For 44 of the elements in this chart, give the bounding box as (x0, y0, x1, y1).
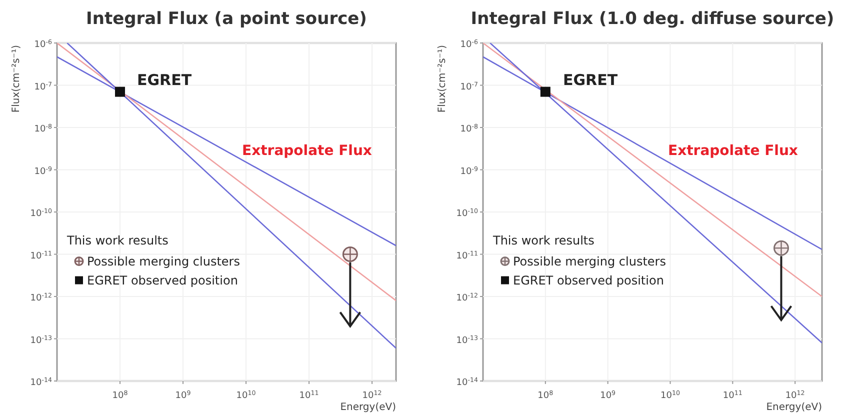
y-tick-label: 10$^{-10}$ (30, 208, 52, 219)
x-tick-label: 10$^{10}$ (660, 390, 680, 401)
y-tick-label: 10$^{-12}$ (456, 292, 478, 304)
x-tick-label: 10$^{10}$ (236, 390, 256, 401)
y-tick-label: 10$^{-7}$ (460, 80, 478, 92)
legend-title: This work results (66, 233, 168, 248)
legend-label: EGRET observed position (513, 273, 664, 288)
annotation: EGRET (137, 71, 192, 89)
y-tick-label: 10$^{-9}$ (34, 165, 52, 177)
y-tick-label: 10$^{-11}$ (30, 250, 52, 262)
annotation: Extrapolate Flux (242, 143, 372, 159)
y-tick-label: 10$^{-9}$ (460, 165, 478, 177)
y-tick-label: 10$^{-14}$ (30, 376, 52, 388)
x-tick-label: 10$^{8}$ (112, 390, 128, 401)
y-axis-title: Flux(cm⁻²s⁻¹) (437, 44, 448, 113)
x-tick-label: 10$^{9}$ (600, 390, 616, 401)
y-tick-label: 10$^{-7}$ (34, 80, 52, 92)
y-tick-label: 10$^{-11}$ (456, 250, 478, 262)
chart-title: Integral Flux (1.0 deg. diffuse source) (470, 9, 834, 29)
y-tick-label: 10$^{-6}$ (34, 38, 52, 50)
y-tick-label: 10$^{-12}$ (30, 292, 52, 304)
x-tick-label: 10$^{8}$ (538, 390, 554, 401)
legend-label: EGRET observed position (87, 273, 238, 288)
x-tick-label: 10$^{12}$ (362, 390, 382, 401)
y-tick-label: 10$^{-8}$ (34, 123, 52, 134)
y-tick-label: 10$^{-13}$ (30, 334, 52, 346)
x-axis-title: Energy(eV) (766, 402, 822, 413)
annotation: EGRET (563, 71, 618, 89)
x-tick-label: 10$^{11}$ (299, 390, 319, 401)
annotation: Extrapolate Flux (668, 143, 798, 159)
legend-label: Possible merging clusters (513, 254, 666, 268)
x-tick-label: 10$^{9}$ (175, 390, 191, 401)
x-tick-label: 10$^{11}$ (722, 390, 742, 401)
x-tick-label: 10$^{12}$ (785, 390, 805, 401)
y-axis-title: Flux(cm⁻²s⁻¹) (11, 44, 22, 113)
y-tick-label: 10$^{-14}$ (456, 376, 478, 388)
y-tick-label: 10$^{-10}$ (456, 208, 478, 219)
x-axis-title: Energy(eV) (340, 402, 396, 413)
legend-title: This work results (492, 233, 594, 248)
chart-title: Integral Flux (a point source) (86, 9, 367, 29)
legend-label: Possible merging clusters (87, 254, 240, 268)
y-tick-label: 10$^{-6}$ (460, 38, 478, 50)
y-tick-label: 10$^{-8}$ (460, 123, 478, 134)
y-tick-label: 10$^{-13}$ (456, 334, 478, 346)
